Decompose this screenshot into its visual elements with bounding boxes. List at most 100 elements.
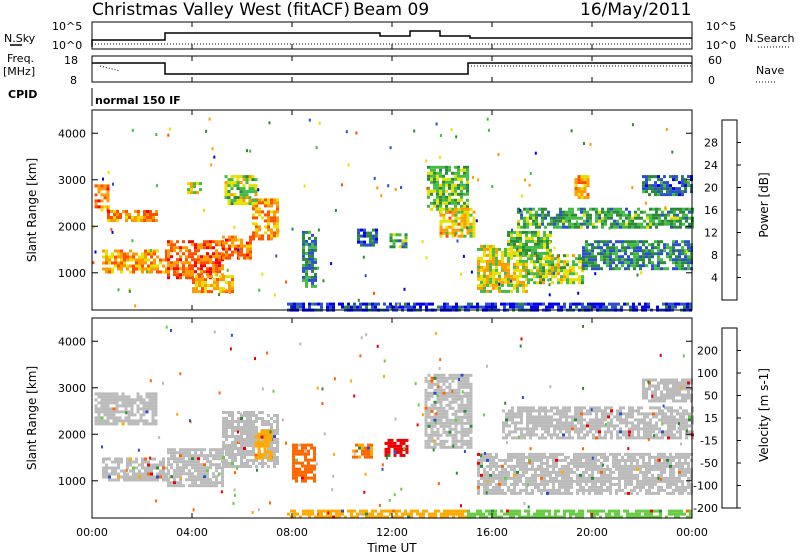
heatmap-cell [132, 268, 135, 271]
heatmap-cell [273, 465, 276, 468]
heatmap-cell [258, 411, 261, 414]
heatmap-cell [329, 303, 332, 306]
heatmap-cell [357, 241, 360, 244]
heatmap-cell [584, 306, 587, 309]
heatmap-cell [681, 178, 684, 181]
heatmap-cell [566, 260, 569, 263]
heatmap-cell [132, 461, 135, 464]
heatmap-cell [589, 421, 592, 424]
heatmap-cell [672, 249, 675, 252]
heatmap-cell [530, 306, 533, 309]
heatmap-cell [400, 448, 403, 451]
heatmap-cell [575, 263, 578, 266]
heatmap-cell [149, 219, 152, 222]
heatmap-cell [357, 232, 360, 235]
heatmap-cell [179, 273, 182, 276]
heatmap-cell [431, 446, 434, 449]
heatmap-cell [243, 465, 246, 468]
heatmap-cell [476, 306, 479, 309]
heatmap-cell [642, 471, 645, 474]
heatmap-cell [222, 287, 225, 290]
heatmap-cell [648, 483, 651, 486]
heatmap-cell [213, 281, 216, 284]
heatmap-cell [597, 246, 600, 249]
heatmap-cell [541, 214, 544, 217]
heatmap-cell [190, 188, 193, 191]
heatmap-cell [554, 266, 557, 269]
heatmap-cell [264, 442, 267, 445]
heatmap-cell [222, 275, 225, 278]
heatmap-cell [654, 462, 657, 465]
heatmap-cell [645, 190, 648, 193]
heatmap-cell [642, 465, 645, 468]
heatmap-cell [394, 448, 397, 451]
heatmap-cell [486, 254, 489, 257]
heatmap-cell [170, 484, 173, 487]
heatmap-cell [434, 431, 437, 434]
heatmap-cell [276, 459, 279, 462]
heatmap-cell [467, 434, 470, 437]
heatmap-cell [618, 483, 621, 486]
heatmap-cell [569, 272, 572, 275]
heatmap-cell [507, 266, 510, 269]
heatmap-cell [470, 431, 473, 434]
heatmap-cell [446, 377, 449, 380]
heatmap-cell [212, 147, 214, 150]
heatmap-cell [593, 303, 596, 306]
heatmap-cell [197, 261, 200, 264]
heatmap-cell [483, 468, 486, 471]
heatmap-cell [486, 275, 489, 278]
heatmap-cell [249, 414, 252, 417]
heatmap-cell [188, 276, 191, 279]
heatmap-cell [400, 451, 403, 454]
heatmap-cell [633, 459, 636, 462]
heatmap-cell [651, 255, 654, 258]
heatmap-cell [179, 481, 182, 484]
heatmap-cell [654, 477, 657, 480]
heatmap-cell [585, 249, 588, 252]
heatmap-cell [489, 281, 492, 284]
heatmap-cell [544, 418, 547, 421]
heatmap-cell [558, 486, 561, 489]
heatmap-cell [563, 306, 566, 309]
heatmap-cell [446, 413, 449, 416]
heatmap-cell [473, 211, 476, 214]
heatmap-cell [568, 208, 571, 211]
heatmap-cell [675, 456, 678, 459]
heatmap-cell [449, 383, 452, 386]
heatmap-cell [428, 413, 431, 416]
heatmap-cell [583, 433, 586, 436]
heatmap-cell [585, 477, 588, 480]
heatmap-cell [495, 284, 498, 287]
heatmap-cell [276, 225, 279, 228]
heatmap-cell [557, 269, 560, 272]
heatmap-cell [252, 199, 255, 202]
heatmap-cell [467, 416, 470, 419]
heatmap-cell [455, 211, 458, 214]
heatmap-cell [670, 220, 673, 223]
heatmap-cell [385, 454, 388, 457]
heatmap-cell [581, 306, 584, 309]
heatmap-cell [276, 432, 279, 435]
heatmap-cell [228, 245, 231, 248]
heatmap-cell [126, 476, 129, 479]
heatmap-cell [671, 306, 674, 309]
heatmap-cell [645, 249, 648, 252]
heatmap-cell [246, 450, 249, 453]
heatmap-cell [108, 476, 111, 479]
heatmap-cell [143, 219, 146, 222]
heatmap-cell [201, 290, 204, 293]
heatmap-cell [678, 243, 681, 246]
heatmap-cell [437, 416, 440, 419]
heatmap-cell [657, 261, 660, 264]
heatmap-cell [613, 211, 616, 214]
heatmap-cell [606, 249, 609, 252]
heatmap-cell [427, 205, 430, 208]
heatmap-cell [664, 206, 666, 209]
heatmap-cell [576, 480, 579, 483]
heatmap-cell [510, 477, 513, 480]
heatmap-cell [147, 476, 150, 479]
heatmap-cell [516, 281, 519, 284]
heatmap-cell [529, 211, 532, 214]
heatmap-cell [234, 429, 237, 432]
